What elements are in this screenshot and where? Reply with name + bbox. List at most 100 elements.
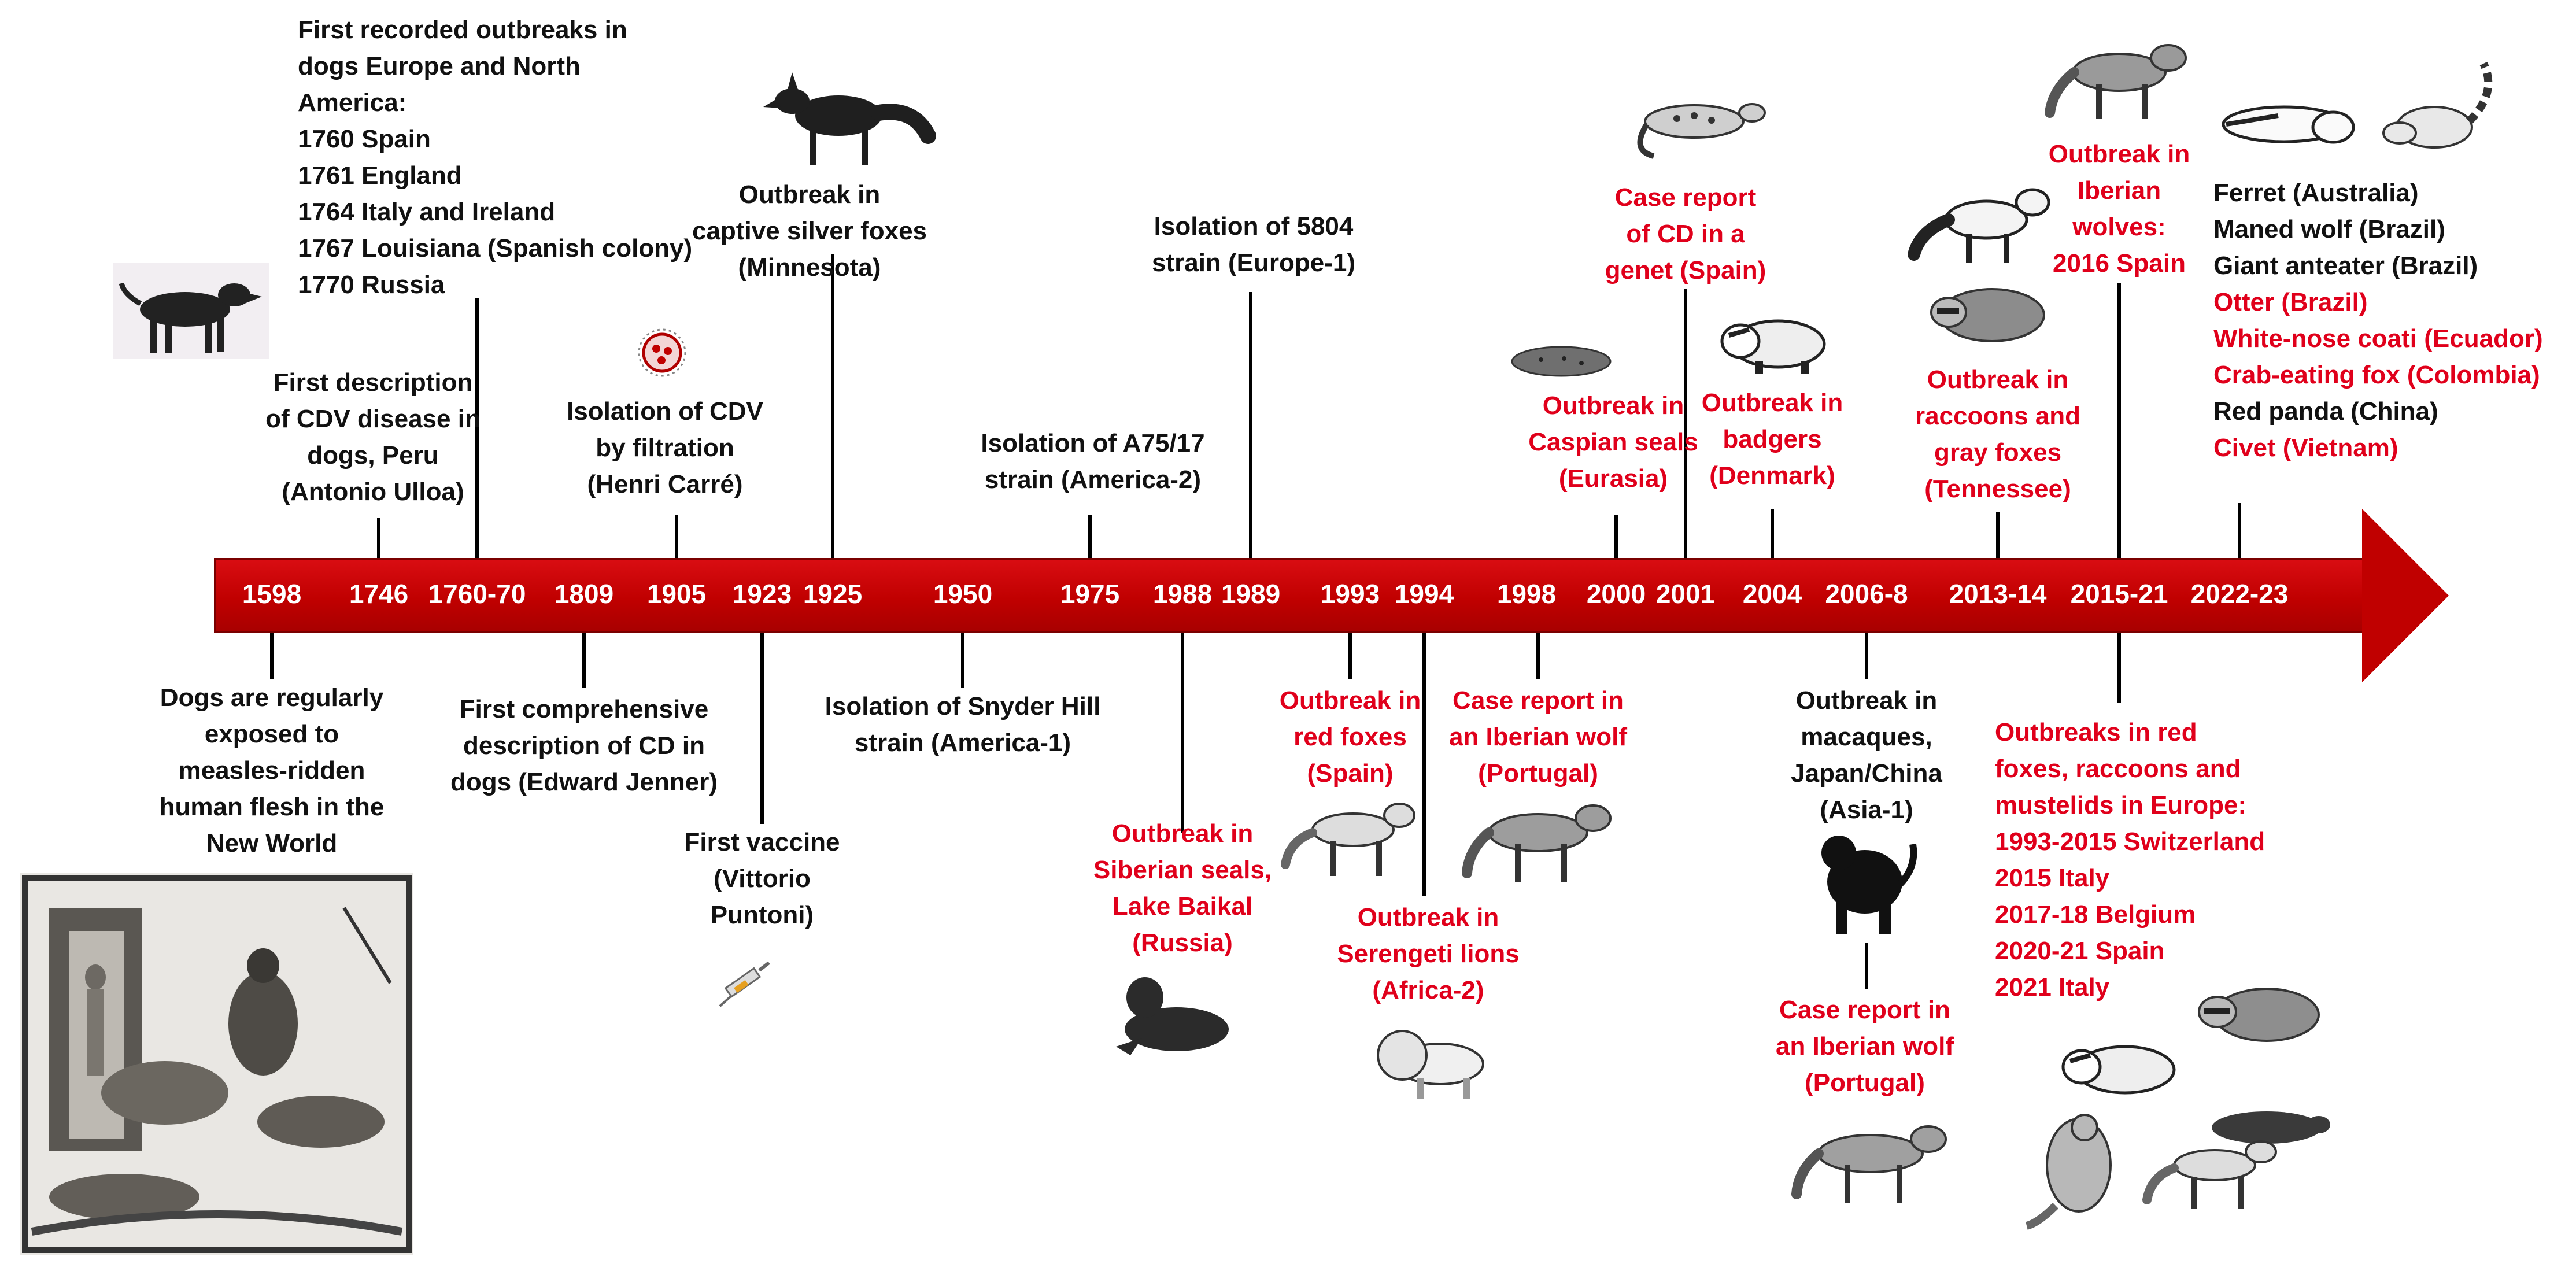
event-2000-label: Outbreak in Caspian seals (Eurasia) (1528, 387, 1698, 497)
label-line: of CDV disease in (265, 405, 481, 433)
connector-line (760, 633, 764, 824)
genet-illustration (1637, 103, 1766, 159)
label-line: 2021 Italy (1995, 973, 2110, 1001)
connector-line (1422, 633, 1426, 896)
label-line: captive silver foxes (692, 217, 927, 245)
event-2006-8-wolf-label: Case report in an Iberian wolf (Portugal… (1776, 992, 1954, 1101)
event-2015-21-top-label: Outbreak in Iberian wolves: 2016 Spain (2049, 136, 2190, 282)
syringe-icon (719, 961, 770, 1007)
label-line: America: (298, 88, 407, 117)
year-label: 1950 (933, 579, 993, 609)
event-1989-label: Isolation of 5804 strain (Europe-1) (1152, 208, 1355, 281)
connector-line (475, 298, 479, 558)
label-line: Lake Baikal (1112, 892, 1253, 921)
connector-line (1771, 509, 1774, 558)
label-line: strain (America-1) (854, 729, 1071, 757)
connector-line (1684, 289, 1687, 558)
seal-baikal-illustration (1116, 977, 1229, 1055)
connector-line (1088, 515, 1092, 558)
event-1598-label: Dogs are regularly exposed to measles-ri… (160, 679, 385, 862)
connector-line (2238, 503, 2241, 558)
badger-europe-illustration (2061, 1045, 2176, 1095)
seal-illustration (1511, 346, 1612, 377)
label-line: red foxes (1293, 723, 1407, 751)
year-label: 1993 (1320, 579, 1380, 609)
year-label: 2015-21 (2070, 579, 2168, 609)
label-line: an Iberian wolf (1775, 1032, 1954, 1060)
label-line: White-nose coati (Ecuador) (2213, 324, 2543, 353)
connector-line (2117, 283, 2121, 558)
ferret-illustration (2222, 105, 2355, 144)
label-line: Outbreak in (1927, 365, 2069, 394)
label-line: Outbreak in (1357, 903, 1499, 932)
label-line: 1761 England (298, 161, 462, 190)
label-line: Outbreak in (1542, 391, 1684, 420)
label-line: (Russia) (1132, 929, 1233, 957)
event-1950-label: Isolation of Snyder Hill strain (America… (825, 688, 1101, 761)
label-line: human flesh in the (159, 793, 385, 821)
marten-illustration (2212, 1111, 2330, 1144)
year-label: 1598 (242, 579, 302, 609)
label-line: 1760 Spain (298, 125, 431, 153)
label-line: Otter (Brazil) (2213, 288, 2368, 316)
event-2022-23-label: Ferret (Australia) Maned wolf (Brazil) G… (2213, 175, 2543, 466)
label-line: (Antonio Ulloa) (282, 478, 464, 506)
label-line: First comprehensive (459, 695, 709, 723)
label-line: Red panda (China) (2213, 397, 2438, 426)
label-line: by filtration (596, 434, 734, 462)
label-line: 2015 Italy (1995, 864, 2110, 892)
connector-line (1181, 633, 1184, 833)
label-line: 2016 Spain (2053, 249, 2186, 278)
label-line: (Minnesota) (738, 253, 881, 282)
label-line: 2017-18 Belgium (1995, 900, 2196, 929)
year-label: 2022-23 (2190, 579, 2289, 609)
label-line: genet (Spain) (1605, 256, 1766, 284)
label-line: 1767 Louisiana (Spanish colony) (298, 234, 693, 263)
label-line: Siberian seals, (1093, 856, 1272, 884)
connector-line (377, 518, 380, 558)
label-line: measles-ridden (178, 756, 365, 785)
event-1975-label: Isolation of A75/17 strain (America-2) (981, 425, 1204, 498)
label-line: Isolation of A75/17 (981, 429, 1205, 457)
label-line: (Portugal) (1805, 1069, 1925, 1097)
connector-line (1996, 512, 2000, 558)
label-line: (Asia-1) (1820, 796, 1913, 824)
engraving-illustration (20, 873, 413, 1255)
label-line: Outbreak in (1111, 819, 1254, 848)
year-label: 1746 (349, 579, 409, 609)
event-1993-label: Outbreak in red foxes (Spain) (1280, 682, 1421, 792)
connector-line (1614, 515, 1618, 558)
connector-line (1865, 943, 1868, 989)
year-label: 1809 (554, 579, 614, 609)
connector-line (582, 633, 586, 688)
year-label: 1923 (732, 579, 792, 609)
label-line: description of CD in (463, 731, 705, 760)
year-label: 2004 (1742, 579, 1802, 609)
event-2004-label: Outbreak in badgers (Denmark) (1702, 385, 1843, 494)
label-line: Iberian (2077, 176, 2161, 205)
label-line: strain (Europe-1) (1151, 249, 1356, 277)
year-label: 1925 (803, 579, 863, 609)
otter-illustration (2025, 1114, 2112, 1230)
label-line: gray foxes (1934, 438, 2062, 467)
connector-line (1348, 633, 1352, 679)
label-line: of CD in a (1626, 220, 1745, 248)
label-line: Civet (Vietnam) (2213, 434, 2398, 462)
year-label: 2013-14 (1949, 579, 2047, 609)
year-label: 2001 (1655, 579, 1716, 609)
raccoon-europe-illustration (2198, 988, 2320, 1042)
label-line: Case report in (1779, 996, 1950, 1024)
event-1998-label: Case report in an Iberian wolf (Portugal… (1449, 682, 1627, 792)
event-1809-label: First comprehensive description of CD in… (450, 691, 718, 800)
label-line: dogs, Peru (307, 441, 439, 470)
iberian-wolf-2006-illustration (1791, 1125, 1947, 1203)
label-line: (Tennessee) (1924, 475, 2071, 503)
event-1925-label: Outbreak in captive silver foxes (Minnes… (692, 176, 927, 286)
connector-line (831, 254, 834, 558)
label-line: (Denmark) (1709, 461, 1835, 490)
iberian-wolf-1998-illustration (1462, 804, 1612, 882)
connector-line (270, 633, 274, 679)
year-label: 1998 (1496, 579, 1557, 609)
label-line: Maned wolf (Brazil) (2213, 215, 2445, 243)
silver-fox-illustration (763, 72, 936, 165)
